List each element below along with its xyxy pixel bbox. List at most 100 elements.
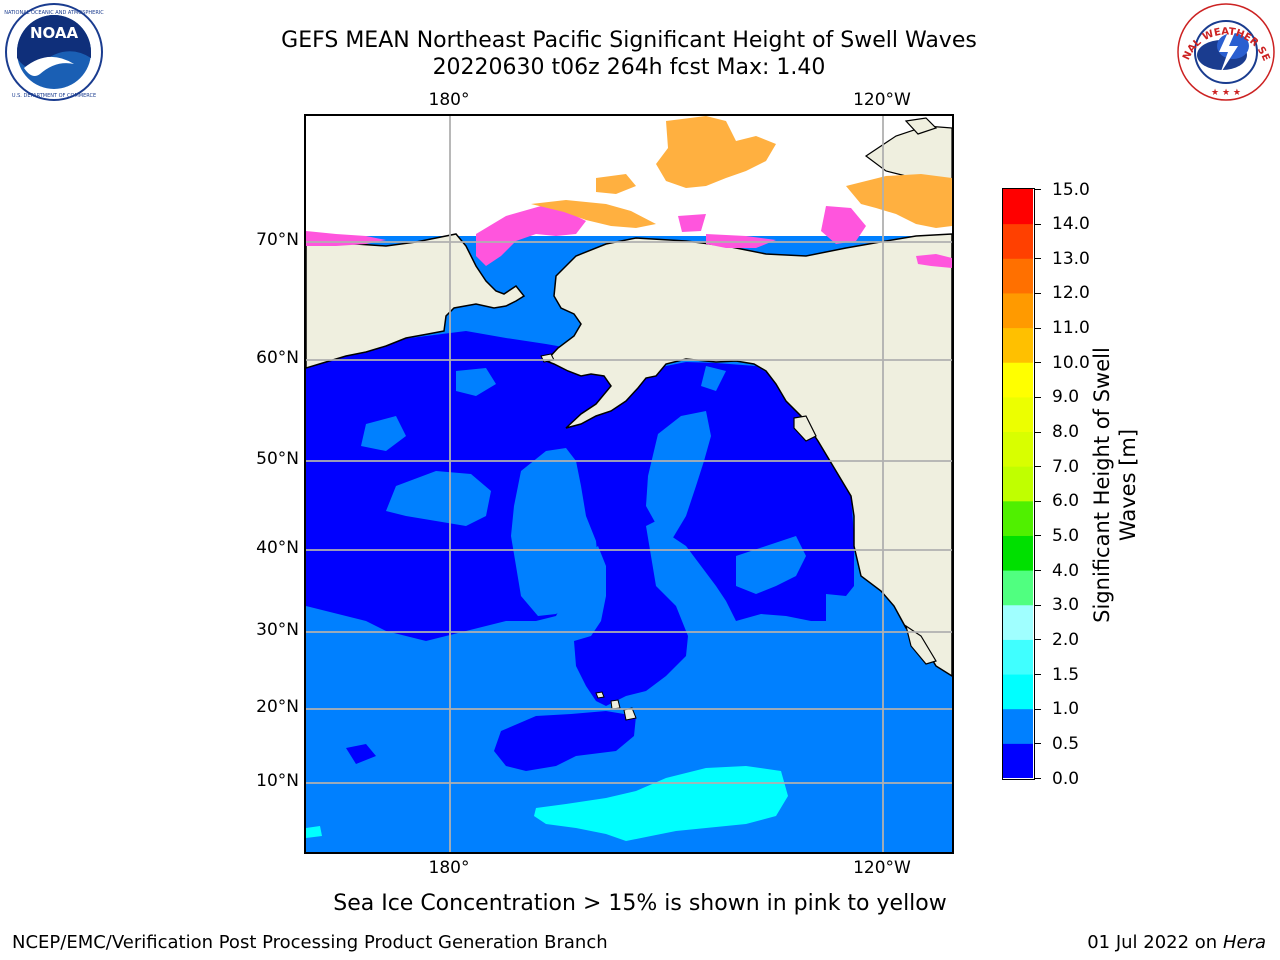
map-panel xyxy=(304,114,954,854)
footer-date: 01 Jul 2022 on Hera xyxy=(1087,932,1266,954)
lon-label-top-180: 180° xyxy=(428,90,470,110)
footer-host: Hera xyxy=(1222,932,1266,953)
ocean-light-patch-1 xyxy=(511,448,598,616)
colorbar-tick-mark xyxy=(1035,466,1041,468)
land-alaska-canada xyxy=(544,233,952,677)
colorbar-tick-label: 13.0 xyxy=(1052,248,1090,269)
land-vancouver-island xyxy=(793,415,817,442)
colorbar-label-line-2: Waves [m] xyxy=(1116,428,1140,542)
footer-date-text: 01 Jul 2022 on xyxy=(1087,932,1223,953)
colorbar-tick-label: 0.5 xyxy=(1052,733,1080,754)
colorbar-swatch-4.0-5.0 xyxy=(1003,535,1033,571)
sea-ice-caption: Sea Ice Concentration > 15% is shown in … xyxy=(333,891,947,916)
ocean-light-patch-6 xyxy=(361,416,406,451)
colorbar-tick-label: 1.0 xyxy=(1052,699,1080,720)
colorbar-tick-mark xyxy=(1035,189,1041,190)
title-line-1: GEFS MEAN Northeast Pacific Significant … xyxy=(281,28,977,53)
colorbar-tick-label: 7.0 xyxy=(1052,456,1080,477)
noaa-logo-text: NOAA xyxy=(30,24,79,42)
colorbar-tick-label: 8.0 xyxy=(1052,422,1080,443)
colorbar-tick-label: 0.0 xyxy=(1052,768,1080,789)
colorbar-tick-mark xyxy=(1035,743,1041,745)
svg-text:NATIONAL OCEANIC AND ATMOSPHER: NATIONAL OCEANIC AND ATMOSPHERIC xyxy=(4,10,104,16)
sea-ice-orange-east xyxy=(846,174,952,228)
colorbar-tick-label: 12.0 xyxy=(1052,283,1090,304)
sea-ice-pink-beaufort xyxy=(678,214,776,248)
colorbar-tick-label: 9.0 xyxy=(1052,387,1080,408)
colorbar-tick-label: 11.0 xyxy=(1052,318,1090,339)
lat-label-60n: 60°N xyxy=(256,348,299,368)
colorbar-tick-label: 2.0 xyxy=(1052,629,1080,650)
colorbar-tick-mark xyxy=(1035,570,1041,572)
ocean-light-patch-2 xyxy=(646,411,711,541)
sea-ice-orange-bering xyxy=(531,200,656,228)
colorbar-swatches xyxy=(1003,189,1033,778)
sea-ice-orange-1 xyxy=(656,116,776,188)
colorbar-swatch-3.0-4.0 xyxy=(1003,570,1033,606)
lat-label-70n: 70°N xyxy=(256,230,299,250)
colorbar-swatch-12.0-13.0 xyxy=(1003,258,1033,294)
colorbar-tick-mark xyxy=(1035,639,1041,641)
land-chukotka xyxy=(306,233,526,369)
colorbar-tick-mark xyxy=(1035,223,1041,225)
colorbar-tick-mark xyxy=(1035,604,1041,606)
colorbar-label-line-1: Significant Height of Swell xyxy=(1090,347,1114,623)
colorbar-swatch-0.0-0.5 xyxy=(1003,743,1033,778)
lat-label-30n: 30°N xyxy=(256,620,299,640)
colorbar-tick-mark xyxy=(1035,778,1041,779)
colorbar-tick-mark xyxy=(1035,258,1041,260)
colorbar-tick-label: 10.0 xyxy=(1052,352,1090,373)
colorbar-tick-label: 5.0 xyxy=(1052,525,1080,546)
sea-ice-pink-east xyxy=(821,206,866,244)
ocean-light-patch-5 xyxy=(456,368,496,396)
colorbar-swatch-1.0-1.5 xyxy=(1003,674,1033,710)
svg-text:U.S. DEPARTMENT OF COMMERCE: U.S. DEPARTMENT OF COMMERCE xyxy=(12,93,96,99)
colorbar-swatch-7.0-8.0 xyxy=(1003,431,1033,467)
lat-label-40n: 40°N xyxy=(256,538,299,558)
footer-branch: NCEP/EMC/Verification Post Processing Pr… xyxy=(12,932,608,953)
sea-ice-pink-channels xyxy=(916,254,952,268)
colorbar xyxy=(1002,188,1035,780)
colorbar-swatch-0.5-1.0 xyxy=(1003,708,1033,744)
ocean-dark-blue-south xyxy=(494,711,636,771)
lat-label-50n: 50°N xyxy=(256,449,299,469)
colorbar-tick-mark xyxy=(1035,396,1041,398)
colorbar-swatch-5.0-6.0 xyxy=(1003,500,1033,536)
colorbar-swatch-1.5-2.0 xyxy=(1003,639,1033,675)
colorbar-tick-mark xyxy=(1035,362,1041,364)
sea-ice-pink-bering xyxy=(476,206,586,266)
land-arctic-island-2 xyxy=(904,117,938,135)
colorbar-tick-mark xyxy=(1035,535,1041,537)
colorbar-swatch-2.0-3.0 xyxy=(1003,604,1033,640)
colorbar-tick-label: 1.5 xyxy=(1052,664,1080,685)
colorbar-tick-label: 14.0 xyxy=(1052,214,1090,235)
svg-text:★ ★ ★: ★ ★ ★ xyxy=(1211,88,1241,98)
colorbar-swatch-13.0-14.0 xyxy=(1003,223,1033,259)
ocean-cyan-small xyxy=(306,826,322,838)
graticule xyxy=(306,116,952,852)
lat-label-10n: 10°N xyxy=(256,771,299,791)
colorbar-swatch-8.0-9.0 xyxy=(1003,396,1033,433)
colorbar-swatch-14.0-15.0 xyxy=(1003,189,1033,225)
colorbar-swatch-10.0-11.0 xyxy=(1003,327,1033,363)
lat-label-20n: 20°N xyxy=(256,697,299,717)
colorbar-tick-mark xyxy=(1035,708,1041,710)
lon-label-bottom-180: 180° xyxy=(428,858,470,878)
colorbar-swatch-11.0-12.0 xyxy=(1003,292,1033,329)
colorbar-tick-mark xyxy=(1035,674,1041,676)
title-line-2: 20220630 t06z 264h fcst Max: 1.40 xyxy=(432,55,826,80)
land-baja xyxy=(905,624,937,665)
colorbar-swatch-6.0-7.0 xyxy=(1003,466,1033,502)
colorbar-tick-label: 15.0 xyxy=(1052,179,1090,200)
ocean-light-patch-3 xyxy=(386,471,491,526)
colorbar-tick-mark xyxy=(1035,431,1041,433)
sea-ice-orange-2 xyxy=(596,174,636,194)
colorbar-tick-label: 3.0 xyxy=(1052,595,1080,616)
ocean-cyan xyxy=(534,766,788,841)
colorbar-tick-label: 4.0 xyxy=(1052,560,1080,581)
nws-logo: NATIONAL WEATHER SERVICE ★ ★ ★ xyxy=(1172,0,1276,102)
noaa-logo: NOAA NATIONAL OCEANIC AND ATMOSPHERIC U.… xyxy=(4,2,104,102)
lon-label-top-120w: 120°W xyxy=(853,90,911,110)
ocean-dark-blue-speck xyxy=(346,744,376,764)
lon-label-bottom-120w: 120°W xyxy=(853,858,911,878)
